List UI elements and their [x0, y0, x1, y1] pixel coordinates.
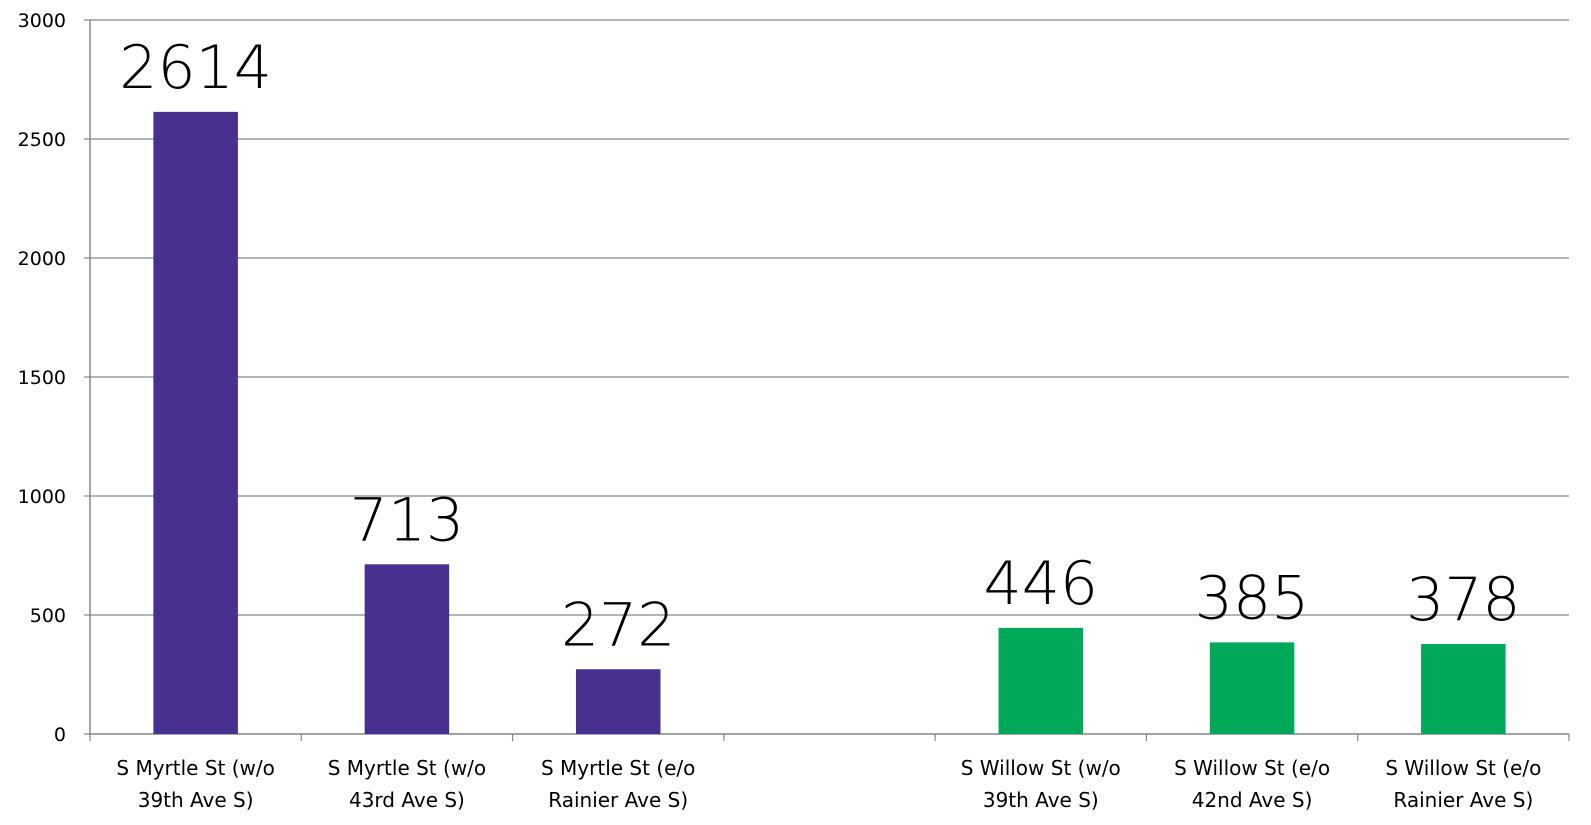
y-tick-labels: 0 500 1000 1500 2000 2500 3000 — [18, 10, 66, 746]
bar — [1209, 642, 1295, 734]
bar — [153, 111, 238, 735]
y-tick-label: 0 — [54, 724, 66, 746]
data-label: 713 — [350, 485, 465, 555]
category-label: S Myrtle St (w/o — [328, 756, 486, 780]
y-tick-label: 2000 — [18, 248, 66, 270]
data-labels: 2614 713 272 446 385 378 — [119, 33, 1520, 660]
bar — [1421, 644, 1506, 734]
bars — [153, 111, 1506, 735]
category-label: S Myrtle St (w/o — [116, 756, 274, 780]
data-label: 272 — [561, 590, 676, 660]
category-label: 43rd Ave S) — [349, 788, 465, 812]
category-label: 39th Ave S) — [138, 788, 254, 812]
y-tick-label: 1500 — [18, 367, 66, 389]
category-label: S Willow St (e/o — [1174, 756, 1330, 780]
data-label: 385 — [1195, 563, 1310, 633]
category-labels: S Myrtle St (w/o 39th Ave S) S Myrtle St (… — [116, 756, 1541, 812]
category-label: 39th Ave S) — [983, 788, 1099, 812]
data-label: 2614 — [119, 33, 272, 103]
gridlines — [84, 19, 1569, 735]
data-label: 446 — [984, 549, 1099, 619]
y-tick-label: 500 — [30, 605, 66, 627]
bar — [998, 627, 1084, 734]
category-label: 42nd Ave S) — [1192, 788, 1313, 812]
data-label: 378 — [1406, 565, 1521, 635]
category-label: S Myrtle St (e/o — [541, 756, 695, 780]
y-tick-label: 3000 — [18, 10, 66, 32]
y-tick-label: 1000 — [18, 486, 66, 508]
category-label: S Willow St (e/o — [1385, 756, 1541, 780]
bar — [364, 564, 450, 734]
category-label: S Willow St (w/o — [961, 756, 1121, 780]
axes — [89, 20, 1569, 735]
category-label: Rainier Ave S) — [548, 788, 688, 812]
y-tick-label: 2500 — [18, 129, 66, 151]
category-label: Rainier Ave S) — [1393, 788, 1533, 812]
bar — [575, 669, 661, 734]
x-tick-marks — [89, 734, 1570, 741]
